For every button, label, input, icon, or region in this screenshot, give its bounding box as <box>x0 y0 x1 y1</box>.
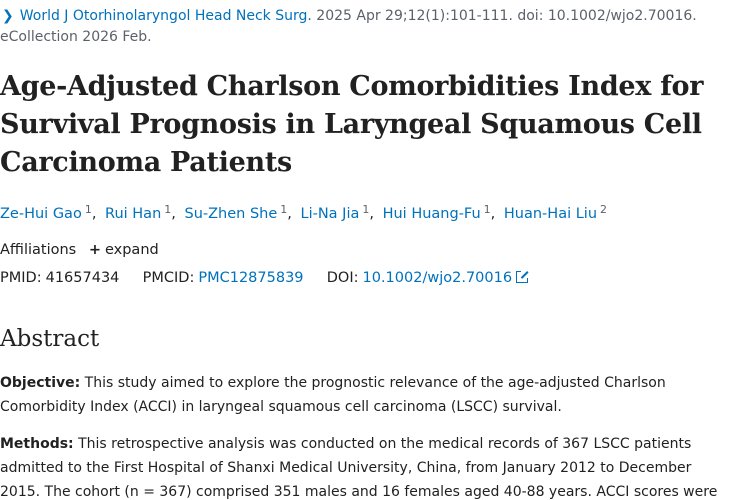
author-affiliation-number: 2 <box>600 203 608 216</box>
author-name: Li-Na Jia <box>300 206 360 222</box>
author-link[interactable]: Rui Han 1 <box>105 203 172 222</box>
citation-ecollection: eCollection 2026 Feb. <box>0 29 152 45</box>
author-affiliation-number: 1 <box>164 203 172 216</box>
author-separator: , <box>171 206 176 222</box>
methods-text: 2015. The cohort (n = 367) comprised 351… <box>0 484 718 500</box>
author-separator: , <box>369 206 374 222</box>
doi-link[interactable]: 10.1002/wjo2.70016 <box>363 270 529 286</box>
affiliations-label: Affiliations <box>0 242 77 258</box>
author-name: Ze-Hui Gao <box>0 206 82 222</box>
author-affiliation-number: 1 <box>84 203 92 216</box>
external-link-icon <box>516 271 529 283</box>
author-link[interactable]: Su-Zhen She 1 <box>184 203 288 222</box>
journal-link[interactable]: World J Otorhinolaryngol Head Neck Surg. <box>19 8 312 24</box>
author-link[interactable]: Hui Huang-Fu 1 <box>382 203 491 222</box>
author-name: Hui Huang-Fu <box>382 206 481 222</box>
chevron-right-icon[interactable]: ❯ <box>2 8 14 24</box>
author-affiliation-number: 1 <box>280 203 288 216</box>
author-separator: , <box>287 206 292 222</box>
plus-icon: + <box>88 242 101 258</box>
methods-text: This retrospective analysis was conducte… <box>73 436 692 452</box>
doi-value: 10.1002/wjo2.70016 <box>362 270 513 286</box>
doi-label: DOI: <box>326 270 359 286</box>
methods-text: admitted to the First Hospital of Shanxi… <box>0 460 692 476</box>
objective-label: Objective: <box>0 375 81 391</box>
affiliations-expand-button[interactable]: + expand <box>89 242 159 258</box>
affiliations-row: Affiliations + expand <box>0 242 159 258</box>
author-separator: , <box>490 206 496 222</box>
article-title: Age-Adjusted Charlson Comorbidities Inde… <box>0 68 740 182</box>
author-name: Rui Han <box>105 206 162 222</box>
citation: ❯ World J Otorhinolaryngol Head Neck Surg… <box>0 6 750 48</box>
objective-text: This study aimed to explore the prognost… <box>80 375 666 391</box>
abstract-objective: Objective: This study aimed to explore t… <box>0 371 750 419</box>
abstract-line: Methods: This retrospective analysis was… <box>0 432 750 456</box>
citation-details: 2025 Apr 29;12(1):101-111. doi: 10.1002/… <box>311 8 697 24</box>
pmid-value: 41657434 <box>45 270 120 286</box>
title-line: Carcinoma Patients <box>0 147 292 178</box>
author-separator: , <box>91 206 97 222</box>
methods-label: Methods: <box>0 436 74 452</box>
abstract-line: Objective: This study aimed to explore t… <box>0 371 750 395</box>
author-affiliation-number: 1 <box>483 203 491 216</box>
author-link[interactable]: Ze-Hui Gao 1 <box>0 203 92 222</box>
objective-text: Comorbidity Index (ACCI) in laryngeal sq… <box>0 399 562 415</box>
abstract-methods: Methods: This retrospective analysis was… <box>0 432 750 500</box>
pmid-label: PMID: <box>0 270 42 286</box>
author-name: Su-Zhen She <box>184 206 278 222</box>
expand-label: expand <box>104 242 159 258</box>
pmcid-link[interactable]: PMC12875839 <box>198 270 304 286</box>
identifiers-row: PMID: 41657434 PMCID: PMC12875839 DOI: 10.1… <box>0 270 529 286</box>
author-affiliation-number: 1 <box>362 203 370 216</box>
title-line: Age-Adjusted Charlson Comorbidities Inde… <box>0 71 704 102</box>
author-link[interactable]: Huan-Hai Liu 2 <box>503 203 608 222</box>
author-link[interactable]: Li-Na Jia 1 <box>300 203 370 222</box>
pmcid-label: PMCID: <box>142 270 195 286</box>
author-name: Huan-Hai Liu <box>503 206 598 222</box>
abstract-heading: Abstract <box>0 326 100 352</box>
title-line: Survival Prognosis in Laryngeal Squamous… <box>0 109 702 140</box>
author-list: Ze-Hui Gao 1, Rui Han 1, Su-Zhen She 1, Li-… <box>0 203 607 222</box>
